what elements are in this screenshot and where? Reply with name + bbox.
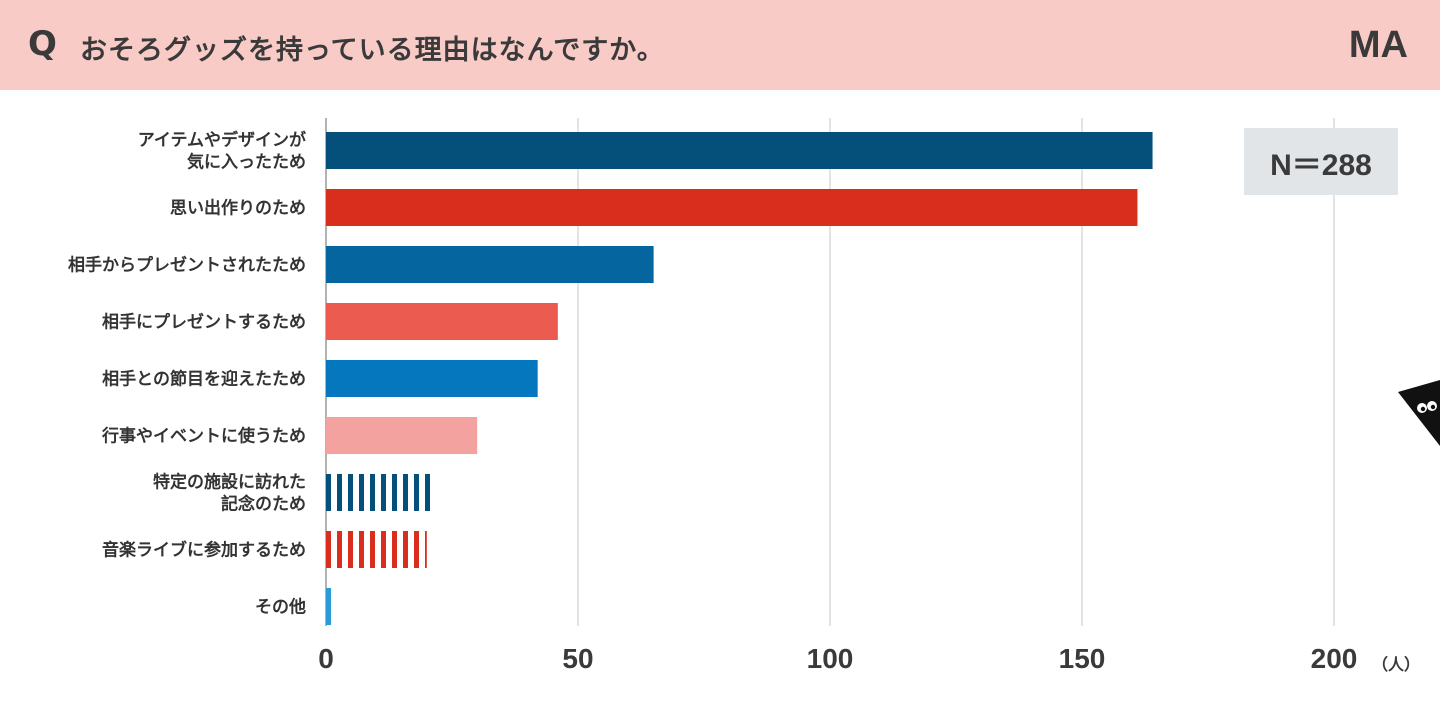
bar-stripe [425,474,430,511]
bar-stripe [370,474,375,511]
category-label: 特定の施設に訪れた記念のため [153,472,306,515]
category-label: 相手からプレゼントされたため [68,255,306,276]
mascot-cat-icon [1398,380,1440,446]
bar [326,417,478,454]
x-tick-label: 150 [1059,643,1106,674]
bar-stripe [403,474,408,511]
bar-stripe [414,474,419,511]
category-label: 相手にプレゼントするため [102,312,306,333]
bar-stripe [326,531,331,568]
x-axis-ticks: 0 50 100 150 200 [318,643,1357,674]
bar-stripe [425,531,427,568]
question-mark: Q [28,24,57,64]
bar [326,132,1153,169]
question-header: Q おそろグッズを持っている理由はなんですか。 MA [0,0,1440,90]
bar-stripe [337,474,342,511]
bar-stripe [348,474,353,511]
bar-stripe [359,531,364,568]
category-label: 音楽ライブに参加するため [102,540,306,561]
bar [326,531,427,568]
x-tick-label: 200 [1311,643,1358,674]
bar-stripe [381,474,386,511]
bar [326,189,1138,226]
bar [326,303,558,340]
bar-stripe [381,531,386,568]
bar [326,360,538,397]
sample-size-badge: N＝288 [1244,128,1398,195]
bar-stripe [414,531,419,568]
x-tick-label: 100 [807,643,854,674]
category-label: 行事やイベントに使うため [101,426,306,447]
x-tick-label: 0 [318,643,334,674]
bar-series [326,132,1153,625]
category-label: 相手との節目を迎えたため [102,369,306,390]
bar-stripe [392,531,397,568]
bar [326,588,332,625]
category-label: その他 [255,597,306,618]
bar-stripe [348,531,353,568]
x-axis-unit: （人） [1372,655,1420,674]
bar-stripe [403,531,408,568]
bar-stripe [359,474,364,511]
category-label: 思い出作りのため [170,198,306,219]
bar [326,246,654,283]
bar [326,474,430,511]
category-label: アイテムやデザインが気に入ったため [138,130,306,173]
answer-type-label: MA [1348,24,1408,66]
bar-stripe [326,474,331,511]
bar-stripe [337,531,342,568]
category-labels: アイテムやデザインが気に入ったため思い出作りのため相手からプレゼントされたため相… [68,130,306,618]
bar-stripe [392,474,397,511]
x-tick-label: 50 [562,643,593,674]
question-title: おそろグッズを持っている理由はなんですか。 [80,35,665,66]
bar-stripe [370,531,375,568]
